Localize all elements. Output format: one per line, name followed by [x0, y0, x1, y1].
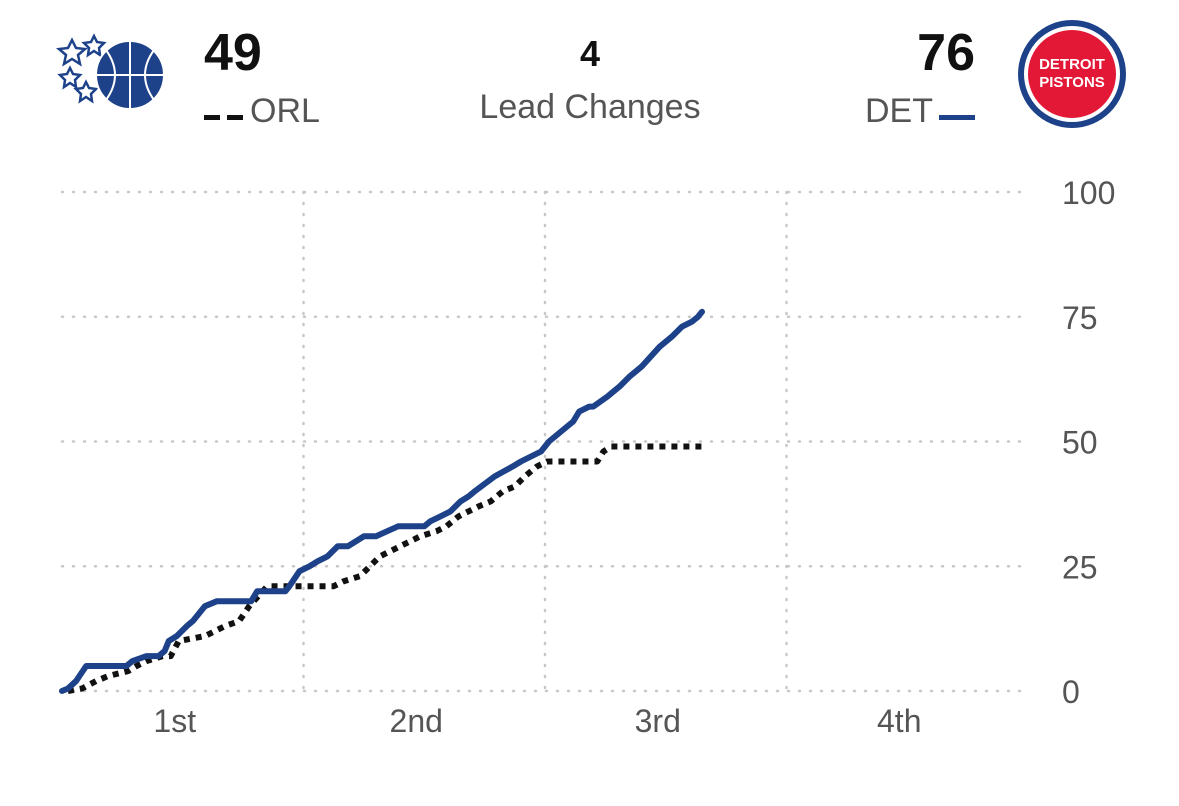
- y-tick-label-0: 0: [1062, 674, 1080, 710]
- orl-abbr: ORL: [250, 92, 320, 130]
- chart-labels: 0 25 50 75 100 1st 2nd 3rd 4th: [153, 175, 1115, 739]
- x-tick-label-3rd: 3rd: [635, 703, 681, 739]
- orl-score: 49: [204, 24, 262, 82]
- chart-series: [59, 308, 705, 694]
- det-logo-icon: DETROIT PISTONS: [1016, 18, 1128, 130]
- x-tick-label-4th: 4th: [877, 703, 921, 739]
- y-tick-label-100: 100: [1062, 175, 1115, 211]
- y-tick-label-50: 50: [1062, 425, 1098, 461]
- y-tick-label-75: 75: [1062, 300, 1098, 336]
- det-abbr: DET: [865, 92, 933, 130]
- orl-legend-dash-icon: [227, 115, 243, 121]
- x-tick-label-2nd: 2nd: [390, 703, 443, 739]
- game-flow-chart: 0 25 50 75 100 1st 2nd 3rd 4th: [59, 175, 1115, 739]
- y-tick-label-25: 25: [1062, 549, 1098, 585]
- det-legend: DET: [820, 94, 975, 128]
- chart-grid: [60, 190, 1030, 693]
- series-line-det: [59, 308, 705, 694]
- det-logo-text-bottom: PISTONS: [1039, 74, 1105, 91]
- det-logo-text-top: DETROIT: [1039, 56, 1105, 73]
- orl-logo-icon: [50, 28, 170, 118]
- orl-legend-dash-icon: [204, 115, 220, 121]
- lead-changes-label: Lead Changes: [479, 88, 701, 126]
- det-legend-line-icon: [939, 115, 975, 121]
- series-line-orl: [67, 443, 702, 694]
- orl-legend: ORL: [204, 94, 320, 128]
- det-score: 76: [917, 24, 975, 82]
- lead-changes-count: 4: [579, 33, 601, 74]
- x-tick-label-1st: 1st: [153, 703, 196, 739]
